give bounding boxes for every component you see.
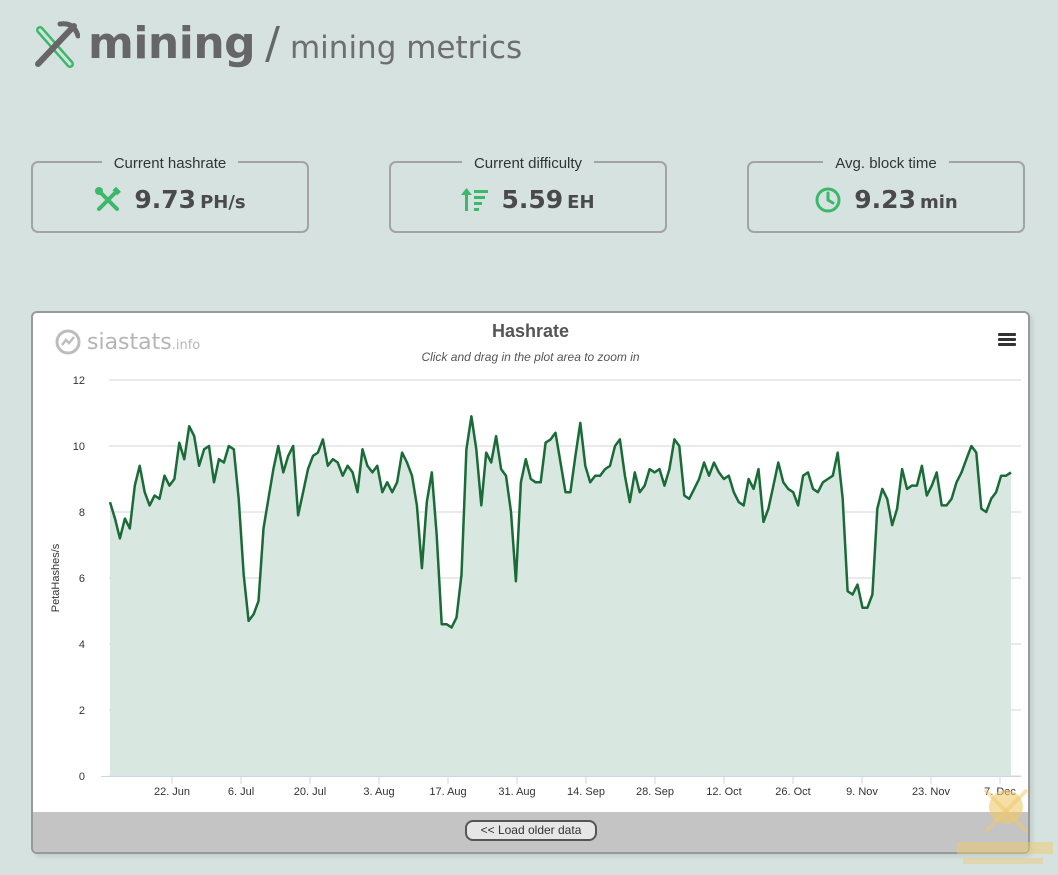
y-tick-label: 8 [79, 507, 85, 519]
y-tick-label: 4 [79, 639, 85, 651]
metric-unit: PH/s [200, 192, 246, 213]
y-tick-label: 10 [73, 441, 85, 453]
clock-icon [815, 187, 841, 212]
chart-subtitle: Click and drag in the plot area to zoom … [421, 350, 640, 364]
hashrate-area [110, 416, 1011, 776]
page-title: mining metrics [289, 30, 523, 66]
metric-unit: EH [567, 192, 595, 213]
siastats-logo[interactable]: siastats .info [55, 329, 200, 355]
y-axis-label: PetaHashes/s [50, 543, 62, 612]
watermark-badge [957, 788, 1053, 864]
metric-value: 5.59 [501, 185, 564, 214]
x-tick-label: 6. Jul [228, 786, 254, 798]
tools-icon [95, 186, 122, 211]
y-tick-label: 12 [73, 375, 85, 387]
chart-footer: << Load older data [33, 812, 1028, 852]
metric-value: 9.23 [854, 185, 916, 214]
menu-bar [998, 333, 1016, 336]
hashrate-chart-card: siastats .info Hashrate Click and drag i… [31, 311, 1030, 854]
chart-title: Hashrate [491, 321, 570, 341]
x-tick-label: 22. Jun [154, 786, 190, 798]
x-tick-label: 20. Jul [294, 786, 326, 798]
metric-hashrate: Current hashrate 9.73 PH/s [31, 155, 309, 233]
chart-menu-button[interactable] [998, 333, 1016, 347]
siastats-icon [55, 329, 81, 355]
x-tick-label: 17. Aug [429, 786, 466, 798]
metric-label: Avg. block time [823, 155, 949, 172]
x-tick-label: 26. Oct [775, 786, 810, 798]
metric-difficulty: Current difficulty 5.59 EH [389, 155, 667, 233]
x-tick-label: 14. Sep [567, 786, 605, 798]
x-tick-label: 12. Oct [706, 786, 741, 798]
hashrate-line [108, 415, 1012, 629]
x-tick-label: 23. Nov [912, 786, 950, 798]
load-older-data-button[interactable]: << Load older data [465, 820, 597, 841]
brand-title[interactable]: mining [88, 18, 256, 69]
y-tick-label: 2 [79, 705, 85, 717]
x-tick-label: 3. Aug [363, 786, 394, 798]
metric-unit: min [919, 192, 958, 213]
menu-bar [998, 343, 1016, 346]
x-tick-label: 28. Sep [636, 786, 674, 798]
x-tick-label: 9. Nov [846, 786, 878, 798]
metric-block-time: Avg. block time 9.23 min [747, 155, 1025, 233]
hashrate-plot[interactable]: 0 2 4 6 8 10 12 PetaHashes/s 22. Jun 6. Jul 20. Ju… [33, 313, 1028, 813]
page-header: mining / mining metrics [30, 18, 522, 70]
y-tick-label: 0 [79, 771, 85, 783]
metric-label: Current hashrate [101, 155, 239, 172]
siastats-word: siastats [87, 329, 172, 355]
metric-label: Current difficulty [461, 155, 595, 172]
x-tick-label: 31. Aug [498, 786, 535, 798]
siastats-suffix: .info [171, 337, 201, 353]
menu-bar [998, 338, 1016, 341]
sort-desc-icon [461, 187, 489, 211]
y-tick-label: 6 [79, 573, 85, 585]
metric-value: 9.73 [134, 185, 197, 214]
breadcrumb-separator: / [265, 18, 280, 69]
pickaxe-icon [35, 21, 80, 68]
